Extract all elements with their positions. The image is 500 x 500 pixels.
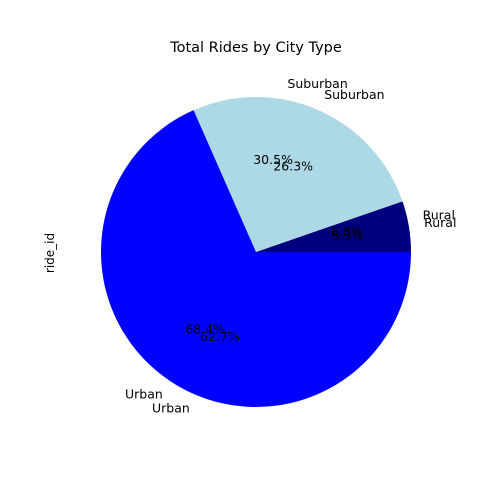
pie-labels: Rural 5.3% Suburban 26.3% Urban 68.4% Rural 6.8… xyxy=(125,76,456,416)
percent-label-primary-suburban: 26.3% xyxy=(273,158,313,173)
pie-slice-urban xyxy=(101,110,412,408)
percent-label-primary-urban: 68.4% xyxy=(185,321,225,336)
category-label-primary-urban: Urban xyxy=(125,386,163,401)
percent-label-primary-rural: 5.3% xyxy=(332,228,364,243)
percent-label-secondary-suburban: 30.5% xyxy=(253,152,293,167)
category-label-secondary-rural: Rural xyxy=(423,207,455,222)
pie-slice-rural xyxy=(256,201,411,252)
percent-label-secondary-rural: 6.8% xyxy=(331,224,363,239)
percent-label-secondary-urban: 62.7% xyxy=(200,329,240,344)
y-axis-label: ride_id xyxy=(43,233,57,273)
pie-slice-suburban xyxy=(193,97,403,252)
category-label-primary-suburban: Suburban xyxy=(324,87,384,102)
category-label-primary-rural: Rural xyxy=(424,215,456,230)
category-label-secondary-urban: Urban xyxy=(152,401,190,416)
category-label-secondary-suburban: Suburban xyxy=(287,76,347,91)
chart-title: Total Rides by City Type xyxy=(169,40,342,56)
pie-slices xyxy=(101,97,412,408)
